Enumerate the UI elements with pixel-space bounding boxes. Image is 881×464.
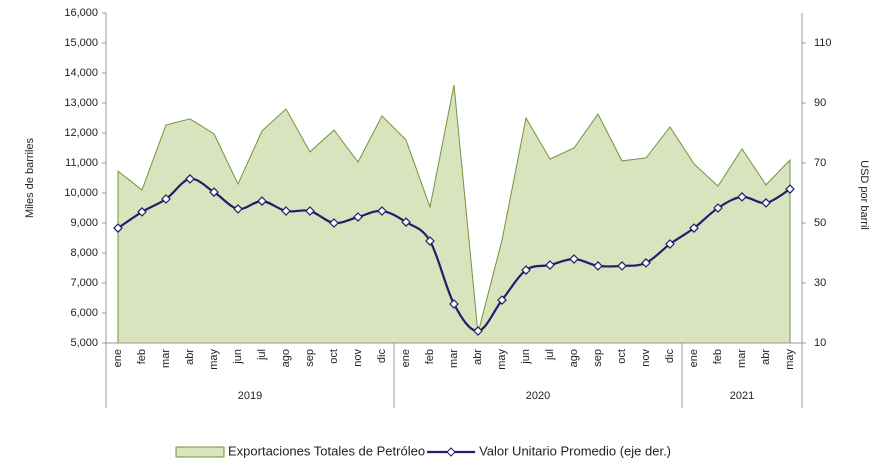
legend-label: Valor Unitario Promedio (eje der.) xyxy=(479,443,671,458)
y2-tick-label: 110 xyxy=(814,37,832,49)
x-tick-label: abr xyxy=(184,349,196,365)
marker xyxy=(233,204,243,214)
marker xyxy=(593,261,603,271)
y-tick-label: 8,000 xyxy=(70,247,98,259)
marker xyxy=(785,184,795,194)
x-tick-label: sep xyxy=(592,349,604,367)
legend-label: Exportaciones Totales de Petróleo xyxy=(228,443,425,458)
marker xyxy=(209,187,219,197)
x-tick-label: dic xyxy=(664,349,676,364)
x-tick-label: nov xyxy=(352,349,364,367)
x-tick-label: jul xyxy=(256,349,268,361)
marker xyxy=(377,206,387,216)
x-tick-label: mar xyxy=(736,349,748,368)
y2-tick-label: 70 xyxy=(814,157,826,169)
x-tick-label: jun xyxy=(232,349,244,365)
y-tick-label: 7,000 xyxy=(70,277,98,289)
marker xyxy=(665,239,675,249)
y2-tick-label: 30 xyxy=(814,277,826,289)
x-tick-label: dic xyxy=(376,349,388,364)
marker xyxy=(329,218,339,228)
y-tick-label: 10,000 xyxy=(64,187,98,199)
x-tick-label: feb xyxy=(136,349,148,364)
x-tick-label: abr xyxy=(760,349,772,365)
x-tick-label: oct xyxy=(616,349,628,364)
legend-swatch xyxy=(175,446,225,458)
marker xyxy=(473,326,483,336)
x-tick-label: mar xyxy=(448,349,460,368)
x-tick-label: nov xyxy=(640,349,652,367)
marker xyxy=(137,207,147,217)
x-tick-label: sep xyxy=(304,349,316,367)
marker xyxy=(761,198,771,208)
y-tick-label: 9,000 xyxy=(70,217,98,229)
marker xyxy=(737,192,747,202)
marker xyxy=(689,223,699,233)
y-axis-title: Miles de barriles xyxy=(24,137,36,218)
marker xyxy=(569,254,579,264)
marker xyxy=(545,260,555,270)
marker xyxy=(305,206,315,216)
x-tick-label: ene xyxy=(688,349,700,367)
marker xyxy=(281,206,291,216)
y-tick-label: 6,000 xyxy=(70,307,98,319)
x-tick-label: feb xyxy=(712,349,724,364)
x-tick-label: ene xyxy=(112,349,124,367)
group-label: 2020 xyxy=(526,390,550,402)
y-tick-label: 15,000 xyxy=(64,37,98,49)
x-tick-label: ene xyxy=(400,349,412,367)
x-tick-label: may xyxy=(208,349,220,370)
marker xyxy=(161,194,171,204)
marker xyxy=(617,261,627,271)
marker xyxy=(449,299,459,309)
x-tick-label: may xyxy=(784,349,796,370)
marker xyxy=(401,217,411,227)
y-tick-label: 11,000 xyxy=(65,157,98,169)
y-tick-label: 12,000 xyxy=(64,127,98,139)
x-tick-label: oct xyxy=(328,349,340,364)
group-label: 2019 xyxy=(238,390,262,402)
y2-tick-label: 50 xyxy=(814,217,826,229)
marker xyxy=(425,236,435,246)
marker xyxy=(641,258,651,268)
x-tick-label: jul xyxy=(544,349,556,361)
x-tick-label: feb xyxy=(424,349,436,364)
x-tick-label: mar xyxy=(160,349,172,368)
marker xyxy=(353,212,363,222)
y2-tick-label: 10 xyxy=(814,337,826,349)
marker xyxy=(257,196,267,206)
x-tick-label: may xyxy=(496,349,508,370)
marker xyxy=(185,174,195,184)
legend-marker xyxy=(446,447,456,457)
x-tick-label: ago xyxy=(568,349,580,367)
marker xyxy=(497,295,507,305)
marker xyxy=(713,203,723,213)
x-tick-label: jun xyxy=(520,349,532,365)
marker xyxy=(521,265,531,275)
marker xyxy=(113,223,123,233)
area xyxy=(117,84,791,344)
y-tick-label: 13,000 xyxy=(64,97,98,109)
group-label: 2021 xyxy=(730,390,754,402)
x-tick-label: abr xyxy=(472,349,484,365)
y2-axis-title: USD por barril xyxy=(858,160,870,230)
y-tick-label: 14,000 xyxy=(64,67,98,79)
y-tick-label: 16,000 xyxy=(64,7,98,19)
x-tick-label: ago xyxy=(280,349,292,367)
y-tick-label: 5,000 xyxy=(70,337,98,349)
y2-tick-label: 90 xyxy=(814,97,826,109)
